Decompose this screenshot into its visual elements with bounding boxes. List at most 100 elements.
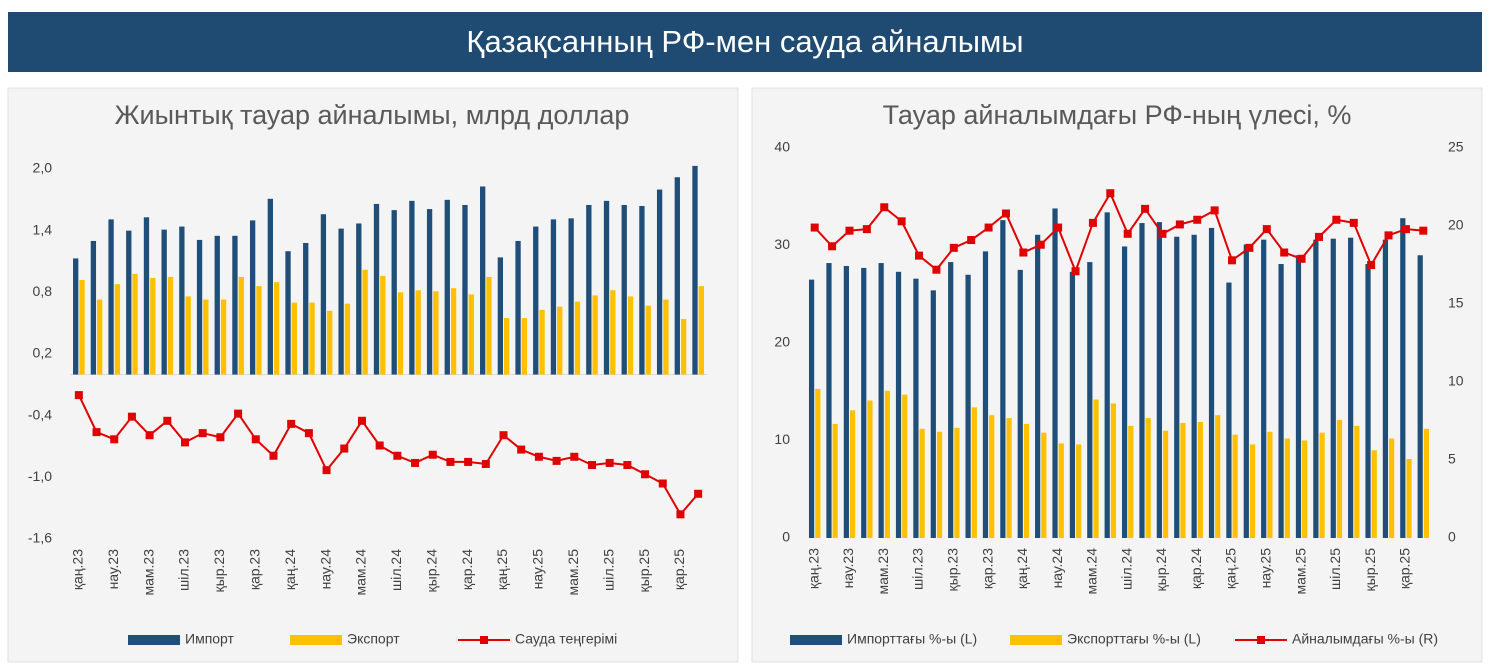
marker bbox=[1297, 254, 1306, 263]
chart-title: Жиынтық тауар айналымы, млрд доллар bbox=[115, 100, 630, 130]
marker bbox=[127, 412, 136, 421]
y-tick-label: 1,4 bbox=[33, 221, 53, 237]
bar bbox=[291, 302, 297, 375]
bar bbox=[409, 200, 415, 375]
x-tick-label: нау.23 bbox=[105, 549, 121, 590]
x-tick-label: нау.24 bbox=[317, 549, 333, 590]
x-tick-label: шіл.24 bbox=[1118, 548, 1134, 590]
bar bbox=[539, 309, 545, 375]
y-tick-label: 20 bbox=[774, 334, 790, 350]
marker bbox=[251, 435, 260, 444]
bar bbox=[1058, 443, 1064, 538]
marker bbox=[1262, 225, 1271, 234]
x-tick-label: қар.25 bbox=[671, 549, 687, 590]
bar bbox=[1110, 403, 1117, 538]
bar bbox=[1365, 264, 1371, 538]
marker bbox=[810, 223, 819, 232]
marker bbox=[1245, 243, 1254, 252]
bar bbox=[948, 262, 954, 538]
bar bbox=[504, 318, 510, 375]
bar bbox=[497, 257, 504, 375]
y-tick-label: 10 bbox=[774, 431, 790, 447]
marker bbox=[967, 236, 976, 245]
bar bbox=[1261, 239, 1267, 538]
bar bbox=[1041, 432, 1047, 538]
bar bbox=[521, 318, 528, 375]
marker bbox=[949, 243, 958, 252]
marker bbox=[1054, 223, 1063, 232]
marker bbox=[234, 409, 243, 418]
bar bbox=[515, 240, 521, 375]
bar bbox=[1156, 222, 1162, 538]
bar bbox=[214, 235, 220, 375]
x-tick-label: мам.25 bbox=[1292, 548, 1308, 595]
y2-tick-label: 20 bbox=[1448, 217, 1464, 233]
marker bbox=[1019, 248, 1028, 257]
bar bbox=[380, 275, 386, 375]
marker bbox=[92, 428, 101, 437]
marker bbox=[110, 435, 119, 444]
bar bbox=[586, 204, 592, 375]
x-tick-label: қар.23 bbox=[246, 549, 262, 590]
bar bbox=[1348, 237, 1354, 538]
marker bbox=[1314, 232, 1323, 241]
marker bbox=[145, 431, 154, 440]
bar bbox=[1295, 255, 1302, 538]
marker bbox=[198, 429, 207, 438]
bar bbox=[849, 410, 856, 538]
marker bbox=[269, 451, 278, 460]
bar bbox=[698, 286, 704, 375]
legend-label: Экспорттағы %-ы (L) bbox=[1067, 631, 1201, 647]
x-tick-label: қыр.24 bbox=[423, 549, 439, 593]
x-tick-label: қаң.25 bbox=[1223, 548, 1239, 589]
bar bbox=[1336, 420, 1343, 538]
bar bbox=[692, 165, 698, 375]
bar bbox=[196, 239, 203, 375]
marker bbox=[375, 441, 384, 450]
bar bbox=[1313, 239, 1319, 538]
bar bbox=[1267, 431, 1273, 538]
x-tick-label: қыр.24 bbox=[1153, 548, 1169, 592]
bar bbox=[902, 394, 908, 538]
bar bbox=[1128, 425, 1134, 538]
bar bbox=[1423, 428, 1430, 538]
bar bbox=[450, 288, 457, 375]
bar bbox=[415, 290, 421, 375]
bar bbox=[930, 290, 936, 538]
marker bbox=[605, 458, 614, 467]
x-tick-label: қаң.23 bbox=[805, 548, 821, 589]
bar bbox=[861, 267, 867, 538]
bar bbox=[867, 400, 873, 538]
marker bbox=[481, 459, 490, 468]
bar bbox=[1069, 271, 1076, 538]
bar bbox=[90, 240, 97, 375]
marker bbox=[517, 445, 526, 454]
y2-tick-label: 15 bbox=[1448, 295, 1464, 311]
bar bbox=[656, 189, 663, 375]
marker bbox=[623, 461, 632, 469]
legend-marker bbox=[1257, 636, 1265, 644]
marker bbox=[828, 242, 837, 251]
x-tick-label: шіл.24 bbox=[388, 549, 404, 591]
bar bbox=[1417, 255, 1423, 538]
marker bbox=[1384, 231, 1393, 240]
bar bbox=[309, 302, 315, 375]
marker bbox=[1367, 261, 1376, 269]
bar bbox=[1382, 239, 1389, 538]
marker bbox=[862, 225, 871, 234]
marker bbox=[587, 461, 596, 469]
bar bbox=[843, 265, 849, 538]
bar bbox=[203, 299, 209, 375]
bar bbox=[919, 428, 925, 538]
legend-swatch bbox=[290, 635, 342, 645]
bar bbox=[1330, 238, 1336, 539]
marker bbox=[880, 203, 889, 212]
header-title: Қазақсанның РФ-мен сауда айналымы bbox=[466, 24, 1023, 59]
bar bbox=[185, 296, 191, 375]
legend-label: Импорттағы %-ы (L) bbox=[847, 631, 977, 647]
bar bbox=[362, 269, 368, 375]
y2-tick-label: 25 bbox=[1448, 139, 1464, 155]
x-tick-label: қаң.25 bbox=[494, 549, 510, 590]
bar bbox=[1215, 415, 1221, 538]
